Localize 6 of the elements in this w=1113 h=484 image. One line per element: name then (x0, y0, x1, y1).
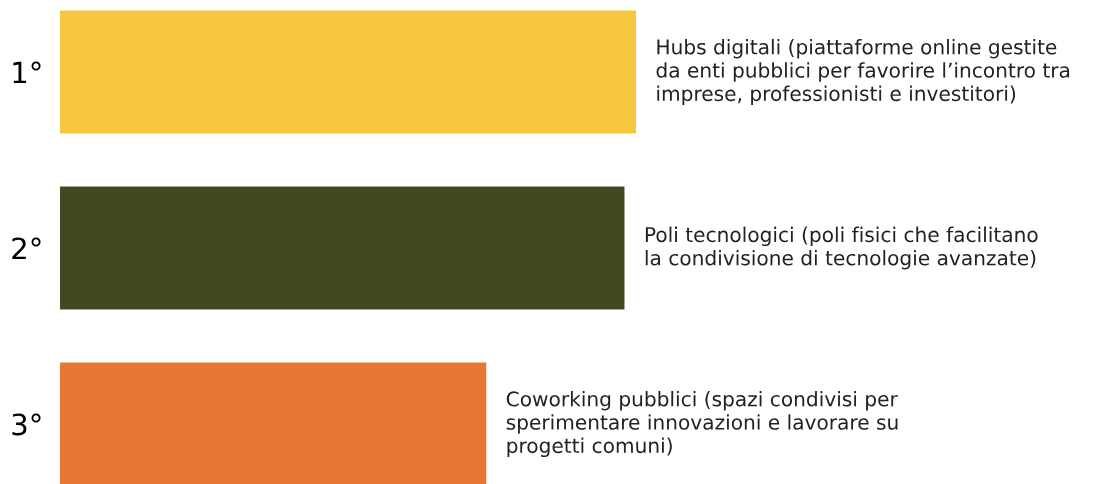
annotation: Hubs digitali (piattaforme online gestite da enti pubblici per favorire l’incontro tra imprese, professionisti e investitori) (656, 38, 1070, 106)
y-tick-label: 2° (12, 237, 41, 260)
annotation: Coworking pubblici (spazi condivisi per sperimentare innovazioni e lavorare su progetti comuni) (506, 390, 898, 458)
y-tick-label: 1° (13, 61, 41, 84)
y-tick-label: 3° (12, 413, 41, 436)
annotation: Poli tecnologici (poli fisici che facilitano la condivisione di tecnologie avanzate) (645, 226, 1038, 270)
